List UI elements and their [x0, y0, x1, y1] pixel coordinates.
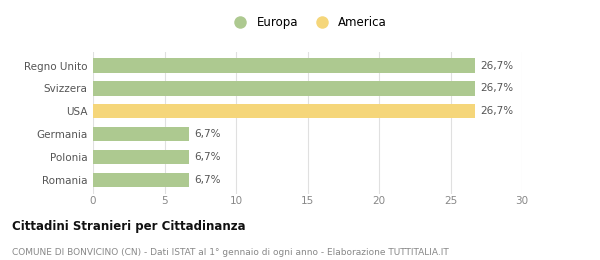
Bar: [93, 104, 475, 119]
Bar: [93, 127, 189, 141]
Text: 6,7%: 6,7%: [194, 129, 221, 139]
Text: COMUNE DI BONVICINO (CN) - Dati ISTAT al 1° gennaio di ogni anno - Elaborazione : COMUNE DI BONVICINO (CN) - Dati ISTAT al…: [12, 248, 449, 257]
Bar: [93, 58, 475, 73]
Bar: [93, 173, 189, 187]
Text: 26,7%: 26,7%: [481, 61, 514, 70]
Text: 6,7%: 6,7%: [194, 152, 221, 162]
Text: 26,7%: 26,7%: [481, 106, 514, 116]
Bar: [93, 81, 475, 96]
Text: Cittadini Stranieri per Cittadinanza: Cittadini Stranieri per Cittadinanza: [12, 220, 245, 233]
Text: 6,7%: 6,7%: [194, 175, 221, 185]
Legend: Europa, America: Europa, America: [224, 12, 391, 33]
Text: 26,7%: 26,7%: [481, 83, 514, 93]
Bar: [93, 150, 189, 164]
